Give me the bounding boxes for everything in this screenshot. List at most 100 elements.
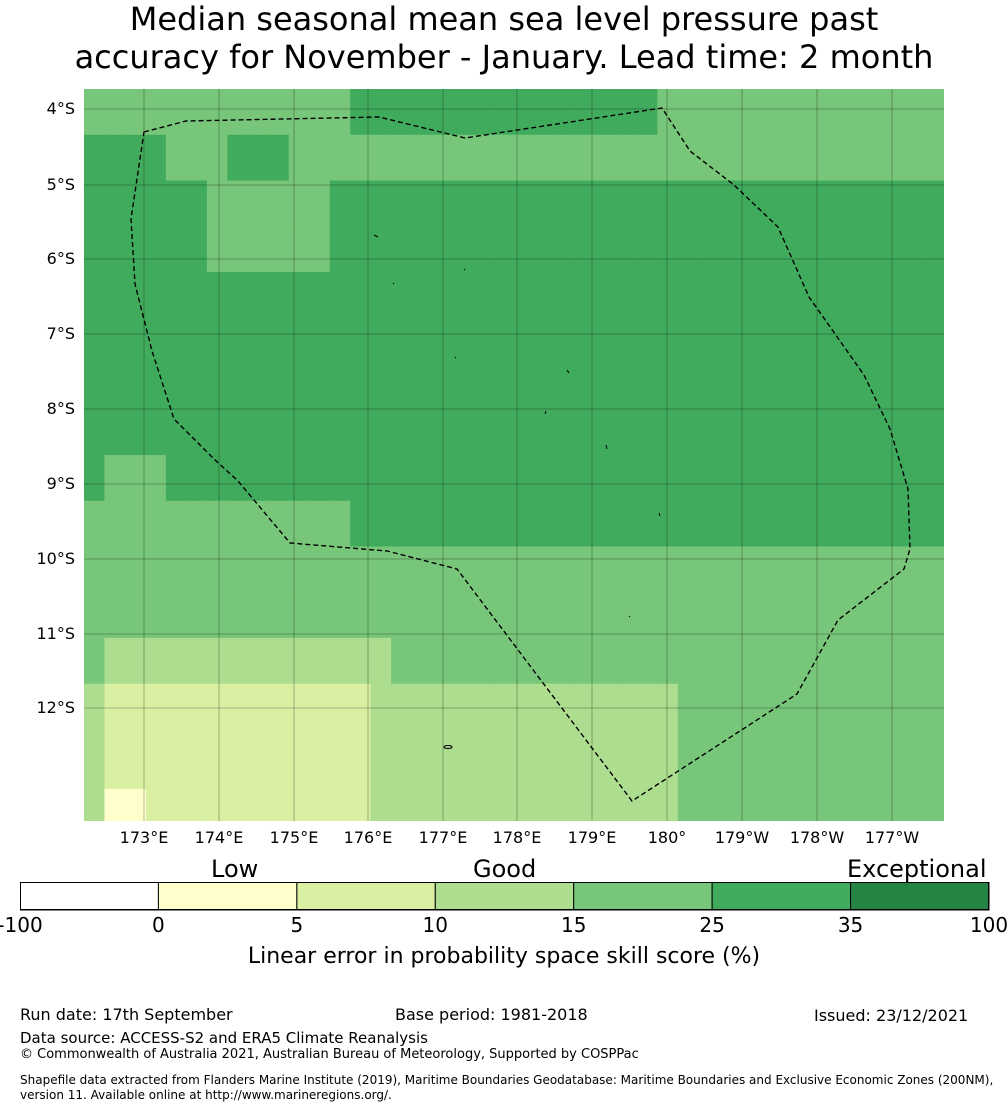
grid-cell	[534, 272, 556, 319]
grid-cell	[677, 134, 699, 182]
island	[443, 745, 453, 749]
grid-cell	[268, 272, 290, 319]
grid-cell	[514, 180, 536, 227]
grid-cell	[616, 317, 638, 365]
colorbar-tick-label: 15	[560, 913, 587, 937]
grid-cell	[841, 89, 863, 136]
grid-cell	[411, 409, 433, 456]
grid-cell	[514, 775, 536, 821]
grid-cell	[432, 409, 454, 456]
grid-cell	[698, 89, 720, 136]
grid-cell	[739, 775, 761, 821]
grid-cell	[104, 592, 126, 639]
grid-cell	[473, 409, 495, 456]
grid-cell	[657, 683, 679, 731]
grid-cell	[595, 272, 617, 319]
grid-cell	[247, 683, 269, 731]
grid-cell	[636, 592, 658, 639]
grid-cell	[186, 500, 208, 548]
grid-cell	[370, 500, 392, 548]
grid-cell	[370, 592, 392, 639]
island	[605, 444, 608, 450]
grid-cell	[595, 317, 617, 365]
longitude-label: 177°E	[418, 828, 468, 847]
grid-cell	[657, 89, 679, 136]
grid-cell	[575, 638, 597, 685]
grid-cell	[739, 363, 761, 410]
grid-cell	[841, 272, 863, 319]
longitude-label: 178°E	[492, 828, 542, 847]
grid-cell	[677, 272, 699, 319]
grid-cell	[329, 226, 351, 273]
grid-cell	[493, 592, 515, 639]
grid-cell	[329, 180, 351, 227]
grid-cell	[882, 775, 904, 821]
grid-cell	[718, 89, 740, 136]
grid-cell	[718, 729, 740, 776]
colorbar-segment	[434, 882, 575, 911]
grid-cell	[575, 180, 597, 227]
grid-cell	[452, 729, 474, 776]
grid-cell	[247, 317, 269, 365]
grid-cell	[903, 592, 925, 639]
grid-cell	[636, 180, 658, 227]
longitude-label: 175°E	[269, 828, 319, 847]
grid-cell	[329, 775, 351, 821]
longitude-label: 180°	[647, 828, 687, 847]
grid-cell	[780, 729, 802, 776]
grid-cell	[268, 134, 290, 182]
shapefile-credit-2: version 11. Available online at http://w…	[20, 1088, 392, 1102]
grid-cell	[534, 89, 556, 136]
grid-cell	[227, 272, 249, 319]
grid-cell	[432, 775, 454, 821]
grid-cell	[186, 455, 208, 502]
grid-cell	[882, 226, 904, 273]
grid-cell	[595, 729, 617, 776]
grid-cell	[800, 683, 822, 731]
grid-cell	[636, 409, 658, 456]
category-low: Low	[211, 855, 259, 883]
grid-cell	[800, 226, 822, 273]
colorbar-segment	[20, 882, 159, 911]
grid-cell	[473, 500, 495, 548]
grid-cell	[923, 409, 944, 456]
grid-cell	[575, 500, 597, 548]
grid-cell	[862, 89, 884, 136]
grid-cell	[473, 775, 495, 821]
grid-cell	[575, 775, 597, 821]
grid-cell	[595, 775, 617, 821]
grid-cell	[780, 592, 802, 639]
grid-cell	[616, 638, 638, 685]
grid-cell	[411, 180, 433, 227]
grid-cell	[800, 592, 822, 639]
grid-cell	[145, 500, 167, 548]
colorbar-tick-label: -100	[0, 913, 43, 937]
grid-cell	[391, 683, 413, 731]
grid-cell	[698, 134, 720, 182]
grid-cell	[759, 455, 781, 502]
grid-cell	[247, 134, 269, 182]
grid-cell	[903, 409, 925, 456]
grid-cell	[145, 455, 167, 502]
grid-cell	[329, 455, 351, 502]
grid-cell	[247, 500, 269, 548]
grid-cell	[821, 455, 843, 502]
grid-cell	[923, 134, 944, 182]
grid-cell	[288, 775, 310, 821]
grid-cell	[370, 226, 392, 273]
grid-cell	[514, 638, 536, 685]
grid-cell	[554, 500, 577, 548]
grid-cell	[718, 180, 740, 227]
grid-cell	[616, 89, 638, 136]
grid-cell	[882, 180, 904, 227]
title-line-1: Median seasonal mean sea level pressure …	[129, 0, 879, 38]
grid-cell	[616, 134, 638, 182]
grid-cell	[247, 546, 269, 593]
grid-cell	[288, 409, 310, 456]
grid-cell	[452, 226, 474, 273]
grid-cell	[165, 180, 187, 227]
grid-cell	[206, 729, 228, 776]
grid-cell	[104, 363, 126, 410]
grid-cell	[534, 592, 556, 639]
grid-cell	[636, 272, 658, 319]
